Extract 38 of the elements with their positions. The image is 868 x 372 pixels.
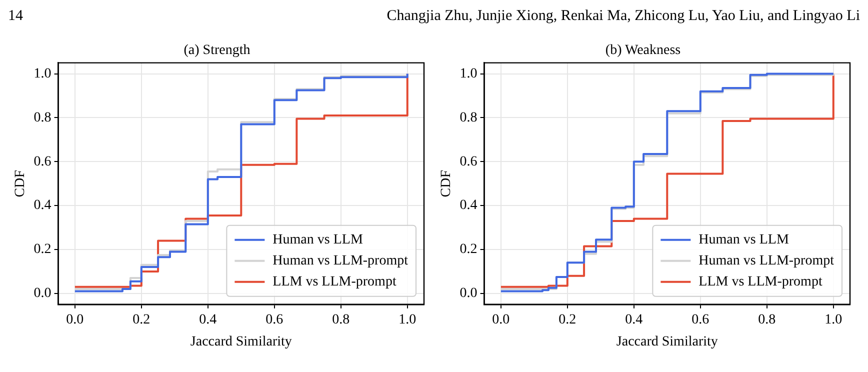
y-tick-label: 0.0	[34, 286, 52, 302]
y-tick-label: 0.0	[460, 286, 478, 302]
legend-label: Human vs LLM-prompt	[272, 254, 408, 269]
y-tick-label: 0.6	[34, 154, 52, 170]
x-tick-label: 0.8	[332, 312, 350, 328]
x-tick-label: 1.0	[398, 312, 416, 328]
x-axis-title: Jaccard Similarity	[190, 334, 292, 350]
y-tick-label: 0.2	[460, 242, 478, 258]
text: Changjia Zhu, Junjie Xiong, Renkai Ma, Zhicong Lu, Yao Liu, and Lingyao Li	[386, 8, 860, 25]
x-tick-label: 0.0	[66, 312, 84, 328]
text: 14	[8, 8, 23, 25]
y-tick-label: 0.4	[34, 198, 52, 214]
y-axis-title: CDF	[13, 170, 28, 198]
y-tick-label: 0.8	[460, 110, 478, 126]
x-tick-label: 0.4	[625, 312, 643, 328]
x-axis-title: Jaccard Similarity	[616, 334, 718, 350]
y-tick-label: 0.4	[460, 198, 478, 214]
legend-label: Human vs LLM	[272, 232, 364, 248]
x-tick-label: 0.0	[492, 312, 510, 328]
y-tick-label: 0.8	[34, 110, 52, 126]
legend-label: LLM vs LLM-prompt	[272, 274, 396, 290]
legend-label: LLM vs LLM-prompt	[698, 274, 822, 290]
x-tick-label: 0.2	[558, 312, 576, 328]
legend-label: Human vs LLM-prompt	[698, 254, 834, 269]
x-tick-label: 1.0	[824, 312, 842, 328]
x-tick-label: 0.8	[758, 312, 776, 328]
x-tick-label: 0.6	[692, 312, 710, 328]
x-tick-label: 0.6	[266, 312, 284, 328]
x-tick-label: 0.4	[199, 312, 217, 328]
chart-title: (a) Strength	[184, 43, 250, 58]
y-tick-label: 0.2	[34, 242, 52, 258]
chart-title: (b) Weakness	[605, 43, 681, 58]
y-tick-label: 1.0	[34, 66, 52, 82]
y-axis-title: CDF	[439, 170, 454, 198]
y-tick-label: 1.0	[460, 66, 478, 82]
x-tick-label: 0.2	[132, 312, 150, 328]
legend-label: Human vs LLM	[698, 232, 790, 248]
y-tick-label: 0.6	[460, 154, 478, 170]
